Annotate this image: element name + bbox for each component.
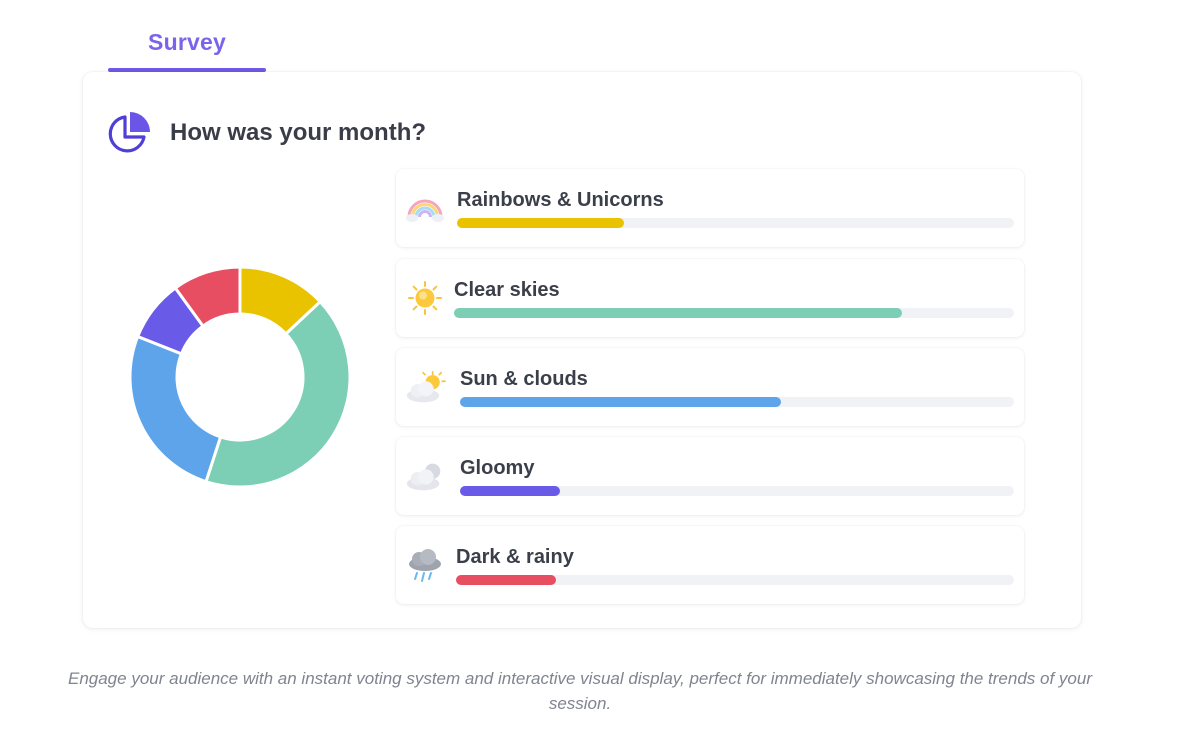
tab-active-indicator (108, 68, 266, 72)
option-progress-track (457, 218, 1014, 228)
pie-chart-icon (108, 112, 150, 153)
rainbow-icon (404, 187, 446, 229)
option-label: Rainbows & Unicorns (457, 189, 664, 211)
option-gloomy[interactable]: Gloomy (396, 437, 1024, 515)
option-label: Dark & rainy (456, 546, 574, 568)
donut-slice-dark-rainy (173, 266, 242, 329)
option-progress-track (460, 397, 1014, 407)
option-label: Gloomy (460, 457, 535, 479)
option-sun-and-clouds[interactable]: Sun & clouds (396, 348, 1024, 426)
option-progress-track (454, 308, 1014, 318)
tab-survey-label: Survey (148, 29, 226, 55)
donut-slice-sun-clouds (129, 334, 223, 484)
option-progress-track (460, 486, 1014, 496)
option-progress-fill (456, 575, 557, 585)
question-title: How was your month? (170, 119, 427, 146)
rain-cloud-icon (404, 544, 446, 586)
option-clear-skies[interactable]: Clear skies (396, 259, 1024, 337)
caption-text: Engage your audience with an instant vot… (67, 669, 1092, 713)
option-label: Sun & clouds (460, 368, 588, 390)
option-progress-fill (454, 308, 902, 318)
survey-card: How was your month? Rainbows & Unicorns (83, 72, 1081, 628)
option-rainbows-unicorns[interactable]: Rainbows & Unicorns (396, 169, 1024, 247)
donut-slice-clear-skies (204, 299, 351, 488)
sun-icon (404, 277, 446, 319)
sun-behind-cloud-icon (404, 366, 446, 408)
option-progress-fill (457, 218, 625, 228)
option-dark-and-rainy[interactable]: Dark & rainy (396, 526, 1024, 604)
option-progress-track (456, 575, 1014, 585)
option-progress-fill (460, 397, 782, 407)
option-label: Clear skies (454, 279, 560, 301)
option-progress-fill (460, 486, 560, 496)
cloud-icon (404, 455, 446, 497)
donut-chart (129, 266, 351, 488)
tab-survey[interactable]: Survey (108, 22, 266, 72)
